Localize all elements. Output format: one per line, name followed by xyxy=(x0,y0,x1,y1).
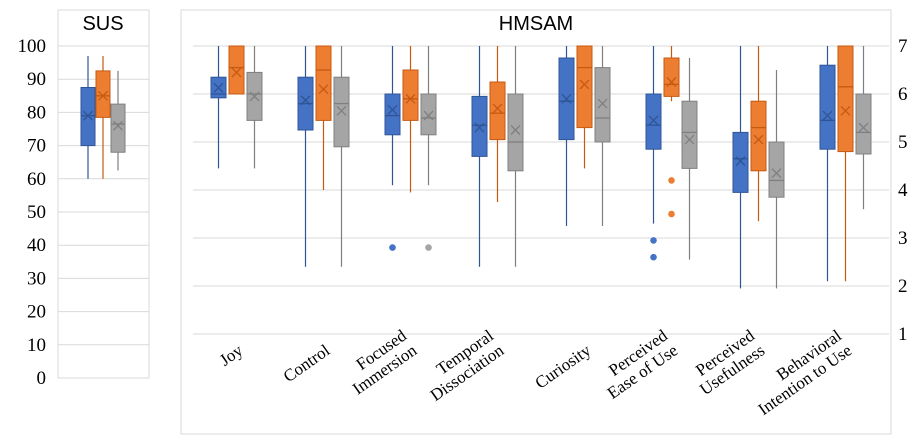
hmsam-0-series2-mean-marker xyxy=(249,91,260,102)
hmsam-5-series2-box xyxy=(681,100,698,169)
sus-panel: SUS 0 10 20 30 40 50 60 70 80 90 100 xyxy=(18,9,150,389)
hmsam-ytick-label: 7 xyxy=(898,36,908,57)
hmsam-ytick-label: 2 xyxy=(898,276,908,297)
hmsam-1-series2-box xyxy=(333,76,350,148)
hmsam-5-series1-mean-marker xyxy=(666,77,677,87)
hmsam-3-series0-box xyxy=(471,95,488,157)
hmsam-6-series2-box xyxy=(768,141,785,198)
hmsam-3-series0-mean-marker xyxy=(474,122,485,133)
sus-series2-box xyxy=(110,103,126,153)
hmsam-panel: HMSAM 1 2 3 4 5 6 7 Joy Control FocusedImmersion… xyxy=(180,9,908,435)
sus-ytick-label: 60 xyxy=(27,169,46,190)
hmsam-6-series1-mean-marker xyxy=(753,134,764,145)
sus-ytick-label: 80 xyxy=(27,102,46,123)
hmsam-0-series1-box xyxy=(228,45,245,95)
hmsam-0-series0-mean-marker xyxy=(213,82,224,93)
hmsam-7-series1-mean-marker xyxy=(840,105,851,116)
hmsam-1-series1-mean-marker xyxy=(318,84,329,95)
hmsam-5-series0-outlier xyxy=(650,237,657,244)
sus-ytick-label: 20 xyxy=(27,302,46,323)
hmsam-5-series0-mean-marker xyxy=(648,115,659,126)
sus-ytick-label: 90 xyxy=(27,69,46,90)
hmsam-5-series0-box xyxy=(645,93,662,150)
hmsam-3-series2-box xyxy=(507,93,524,172)
hmsam-3-series1-mean-marker xyxy=(492,103,503,114)
sus-ytick-label: 0 xyxy=(37,368,47,389)
hmsam-5-series1-outlier xyxy=(668,177,675,184)
hmsam-2-series0-box xyxy=(384,93,401,136)
hmsam-category-label: Curiosity xyxy=(531,340,594,392)
hmsam-2-series1-mean-marker xyxy=(405,93,416,104)
hmsam-category-label: TemporalDissociation xyxy=(416,326,507,405)
hmsam-2-series2-mean-marker xyxy=(423,110,434,121)
hmsam-category-label: BehavioralIntention to Use xyxy=(744,326,855,419)
sus-ytick-label: 30 xyxy=(27,268,46,289)
hmsam-title: HMSAM xyxy=(499,13,573,35)
sus-series1-mean-marker xyxy=(98,90,108,101)
hmsam-plot-frame xyxy=(180,9,892,435)
hmsam-3-series1-box xyxy=(489,81,506,141)
hmsam-7-series2-mean-marker xyxy=(858,122,869,133)
hmsam-7-series0-mean-marker xyxy=(822,110,833,121)
hmsam-6-series0-mean-marker xyxy=(735,156,746,167)
hmsam-7-series0-box xyxy=(819,64,836,150)
hmsam-ytick-label: 3 xyxy=(898,228,908,249)
hmsam-category-label: PerceivedEase of Use xyxy=(593,326,681,403)
hmsam-ytick-label: 4 xyxy=(898,180,908,201)
hmsam-4-series1-mean-marker xyxy=(579,79,590,90)
hmsam-4-series1-box xyxy=(576,45,593,129)
sus-ytick-label: 10 xyxy=(27,335,46,356)
hmsam-2-series1-box xyxy=(402,69,419,121)
sus-ytick-label: 40 xyxy=(27,235,46,256)
sus-ytick-label: 50 xyxy=(27,202,46,223)
hmsam-0-series1-mean-marker xyxy=(231,67,242,78)
sus-series1-box xyxy=(95,70,111,118)
hmsam-5-series0-outlier xyxy=(650,253,657,261)
hmsam-5-series2-mean-marker xyxy=(684,134,695,145)
hmsam-2-series0-mean-marker xyxy=(387,104,398,115)
hmsam-ytick-label: 6 xyxy=(898,84,908,105)
hmsam-ytick-label: 5 xyxy=(898,132,908,153)
hmsam-5-series1-box xyxy=(663,57,680,97)
sus-title: SUS xyxy=(82,13,123,35)
hmsam-category-label: FocusedImmersion xyxy=(339,326,421,399)
hmsam-7-series1-box xyxy=(837,45,854,153)
hmsam-1-series0-mean-marker xyxy=(300,95,311,106)
hmsam-4-series2-box xyxy=(594,67,611,143)
hmsam-4-series2-mean-marker xyxy=(597,98,608,109)
hmsam-2-series2-outlier xyxy=(425,244,432,251)
hmsam-1-series2-mean-marker xyxy=(336,105,347,116)
sus-series0-mean-marker xyxy=(83,110,93,121)
hmsam-ytick-label: 1 xyxy=(898,324,908,345)
hmsam-6-series2-mean-marker xyxy=(771,168,782,179)
hmsam-2-series2-box xyxy=(420,93,437,136)
sus-ytick-label: 70 xyxy=(27,136,46,157)
sus-series2-mean-marker xyxy=(113,120,123,131)
hmsam-1-series1-box xyxy=(315,45,332,121)
hmsam-4-series0-mean-marker xyxy=(561,93,572,104)
hmsam-5-series1-outlier xyxy=(668,210,675,218)
hmsam-2-series0-outlier xyxy=(389,244,396,251)
hmsam-category-label: Control xyxy=(280,340,334,386)
hmsam-7-series2-box xyxy=(855,93,872,155)
hmsam-3-series2-mean-marker xyxy=(510,125,521,135)
hmsam-category-label: PerceivedUsefulness xyxy=(686,326,769,399)
hmsam-6-series1-box xyxy=(750,100,767,172)
sus-ytick-label: 100 xyxy=(18,36,47,57)
hmsam-6-series0-box xyxy=(732,131,749,193)
hmsam-category-label: Joy xyxy=(216,340,247,369)
